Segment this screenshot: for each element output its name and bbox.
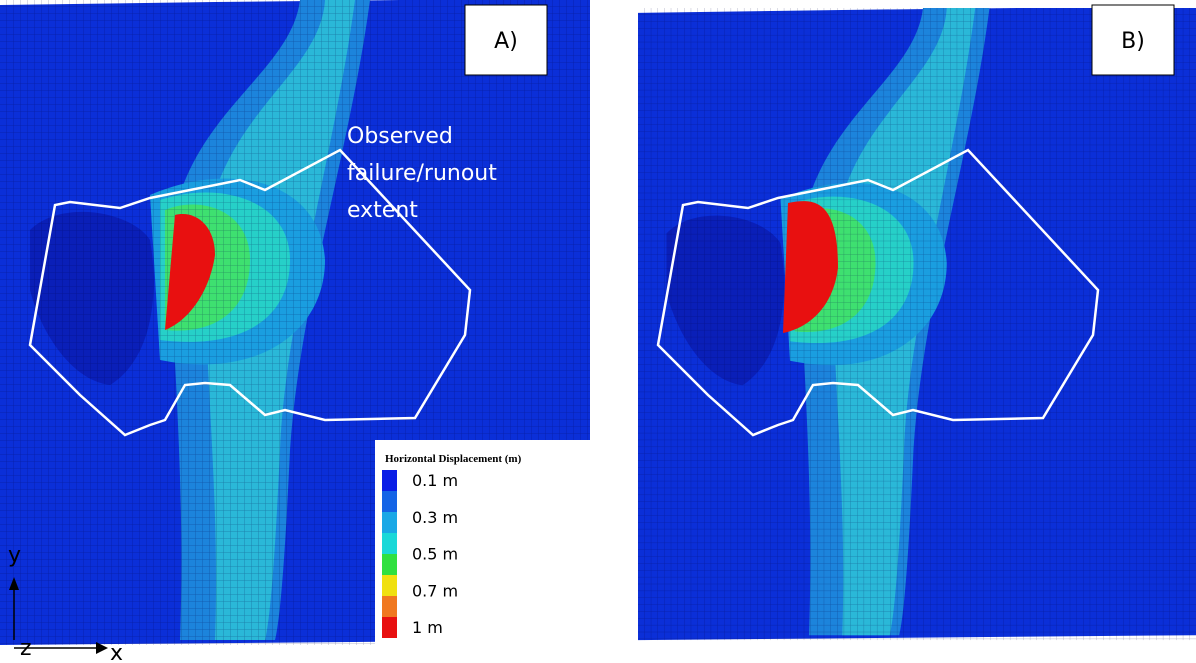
- legend-swatch: [382, 470, 397, 491]
- displacement-field: [638, 8, 1196, 641]
- legend-swatch: [382, 554, 397, 575]
- legend-swatch: [382, 533, 397, 554]
- panel-label-box: [464, 4, 548, 76]
- legend-swatch: [382, 596, 397, 617]
- high-displacement-zone: [165, 214, 215, 330]
- high-displacement-zone: [783, 201, 838, 333]
- legend: 0.1 m 0.3 m 0.5 m 0.7 m 1 m: [382, 470, 458, 638]
- legend-label: 0.3 m: [412, 508, 458, 527]
- legend-label: 0.5 m: [412, 545, 458, 564]
- legend-box: [375, 440, 590, 663]
- annotation: extent: [347, 198, 418, 223]
- legend-swatch: [382, 617, 397, 638]
- axis-label: x: [110, 641, 123, 663]
- annotation: Observed: [347, 124, 453, 149]
- panel-a: A) Observed failure/runout extent: [0, 0, 590, 645]
- legend-swatch: [382, 512, 397, 533]
- panel-label-box: [1091, 4, 1175, 76]
- legend-label: 1 m: [412, 618, 443, 637]
- legend-swatch: [382, 491, 397, 512]
- axes-glyph: y z x: [8, 543, 123, 663]
- annotation: failure/runout: [347, 161, 497, 186]
- panel-label: B): [1121, 29, 1145, 54]
- panel-label: A): [494, 29, 518, 54]
- axis-label: z: [20, 636, 32, 661]
- legend-title: Horizontal Displacement (m): [385, 453, 522, 465]
- legend-label: 0.1 m: [412, 471, 458, 490]
- axis-label: y: [8, 543, 21, 568]
- panel-b: B): [638, 4, 1196, 641]
- legend-label: 0.7 m: [412, 581, 458, 600]
- legend-swatch: [382, 575, 397, 596]
